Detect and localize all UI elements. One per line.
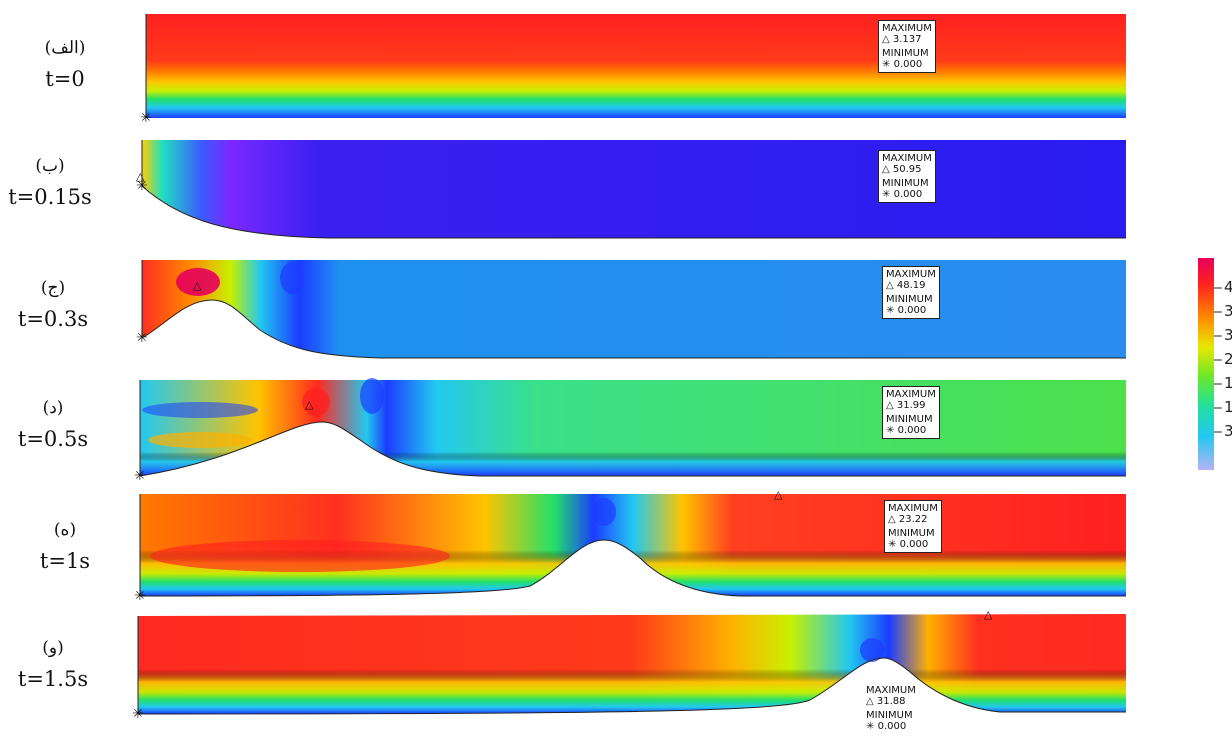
panel-a-label: (الف) t=0 [22, 38, 108, 92]
panel-d-legend: MAXIMUM △ 31.99 MINIMUM ✳ 0.000 [882, 386, 940, 439]
max-icon: △ [886, 400, 894, 411]
svg-text:✳: ✳ [136, 330, 148, 346]
min-title: MINIMUM [888, 528, 935, 539]
max-icon: △ [882, 164, 890, 175]
min-icon: ✳ [888, 539, 897, 550]
max-icon: △ [882, 34, 890, 45]
max-title: MAXIMUM [886, 389, 936, 400]
panel-f-time: t=1.5s [17, 667, 89, 691]
max-value: 3.137 [892, 34, 922, 45]
colorbar [1198, 258, 1214, 470]
max-title: MAXIMUM [882, 23, 932, 34]
panel-a-legend: MAXIMUM △ 3.137 MINIMUM ✳ 0.000 [878, 20, 936, 73]
panel-e-letter: (ه) [53, 520, 77, 540]
max-value: 48.19 [896, 280, 926, 291]
colorbar-tick-label: 38.50 [1224, 302, 1232, 320]
panel-d-letter: (د) [42, 398, 64, 418]
min-title: MINIMUM [882, 178, 929, 189]
min-value: 0.000 [897, 425, 927, 436]
colorbar-tick-label: 45.50 [1224, 278, 1232, 296]
max-icon: △ [886, 280, 894, 291]
panel-d-time: t=0.5s [17, 427, 89, 451]
max-value: 23.22 [898, 514, 928, 525]
panel-c-legend: MAXIMUM △ 48.19 MINIMUM ✳ 0.000 [882, 266, 940, 319]
svg-text:✳: ✳ [134, 588, 146, 604]
colorbar-tick-label: 10.50 [1224, 398, 1232, 416]
min-value: 0.000 [877, 721, 907, 732]
max-title: MAXIMUM [886, 269, 936, 280]
colorbar-tick-label: 31.50 [1224, 326, 1232, 344]
colorbar-tick-label: 3.50 [1224, 422, 1232, 440]
colorbar-ticks [1214, 287, 1222, 433]
panel-b-letter: (ب) [35, 156, 65, 176]
panel-c-label: (ج) t=0.3s [10, 278, 96, 332]
min-icon: ✳ [882, 59, 891, 70]
panel-a-field: ✳ [140, 14, 1126, 126]
min-icon: ✳ [866, 721, 875, 732]
min-title: MINIMUM [866, 710, 913, 721]
svg-text:△: △ [136, 170, 145, 183]
max-value: 50.95 [892, 164, 922, 175]
svg-text:✳: ✳ [140, 110, 152, 126]
max-icon: △ [888, 514, 896, 525]
panel-f-letter: (و) [42, 638, 64, 658]
max-value: 31.88 [876, 696, 906, 707]
panel-a-letter: (الف) [44, 38, 86, 58]
colorbar-tick-label: 17.50 [1224, 374, 1232, 392]
panel-c-time: t=0.3s [17, 307, 89, 331]
panel-b-field: ✳ △ [136, 140, 1126, 239]
svg-text:△: △ [305, 398, 314, 411]
svg-text:✳: ✳ [132, 706, 144, 722]
panel-e-time: t=1s [39, 549, 91, 573]
panel-f-legend: MAXIMUM △ 31.88 MINIMUM ✳ 0.000 [862, 682, 920, 735]
min-value: 0.000 [899, 539, 929, 550]
panel-a-time: t=0 [45, 67, 85, 91]
svg-text:△: △ [774, 488, 783, 501]
max-title: MAXIMUM [882, 153, 932, 164]
panel-b-time: t=0.15s [8, 185, 92, 209]
panel-d-label: (د) t=0.5s [10, 398, 96, 452]
min-value: 0.000 [893, 59, 923, 70]
panel-e-label: (ه) t=1s [22, 520, 108, 574]
min-icon: ✳ [886, 305, 895, 316]
max-title: MAXIMUM [866, 685, 916, 696]
min-icon: ✳ [886, 425, 895, 436]
min-icon: ✳ [882, 189, 891, 200]
svg-text:✳: ✳ [134, 468, 146, 484]
min-value: 0.000 [897, 305, 927, 316]
min-value: 0.000 [893, 189, 923, 200]
panel-c-field: ✳ △ [136, 260, 1126, 359]
panel-b-legend: MAXIMUM △ 50.95 MINIMUM ✳ 0.000 [878, 150, 936, 203]
panel-c-letter: (ج) [40, 278, 66, 298]
svg-text:△: △ [984, 608, 993, 621]
panel-b-label: (ب) t=0.15s [0, 156, 100, 210]
svg-text:△: △ [193, 279, 202, 292]
min-title: MINIMUM [886, 294, 933, 305]
min-title: MINIMUM [882, 48, 929, 59]
min-title: MINIMUM [886, 414, 933, 425]
max-icon: △ [866, 696, 874, 707]
panel-e-field: ✳ △ [134, 488, 1126, 604]
panel-d-field: ✳ △ [134, 378, 1126, 484]
panel-f-field: ✳ △ [132, 608, 1126, 722]
colorbar-tick-label: 24.50 [1224, 350, 1232, 368]
panel-e-legend: MAXIMUM △ 23.22 MINIMUM ✳ 0.000 [884, 500, 942, 553]
max-value: 31.99 [896, 400, 926, 411]
svg-text:✳: ✳ [136, 178, 148, 194]
panel-f-label: (و) t=1.5s [10, 638, 96, 692]
max-title: MAXIMUM [888, 503, 938, 514]
